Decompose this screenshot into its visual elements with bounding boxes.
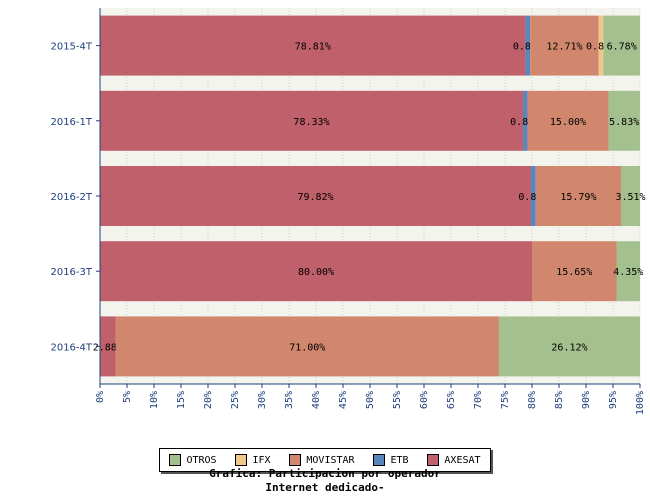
x-tick-label: 70% xyxy=(473,391,484,409)
x-tick-label: 25% xyxy=(230,391,241,409)
y-tick-label: 2016-1T xyxy=(50,117,92,128)
x-tick-label: 20% xyxy=(203,391,214,409)
chart-caption-line1: Grafica: Participacion por operador xyxy=(209,467,441,480)
bar-etb xyxy=(525,15,531,76)
legend-item: ETB xyxy=(373,454,409,466)
data-label: 0.88% xyxy=(518,192,548,203)
bar-movistar xyxy=(532,241,617,302)
legend-swatch xyxy=(289,454,302,466)
data-label: 78.33% xyxy=(293,117,329,128)
legend-item: AXESAT xyxy=(427,454,481,466)
x-tick-label: 10% xyxy=(149,391,160,409)
data-label: 71.00% xyxy=(289,342,325,353)
bar-movistar xyxy=(115,316,499,377)
x-tick-label: 65% xyxy=(446,391,457,409)
bar-axesat xyxy=(100,15,526,76)
chart-caption-line2: Internet dedicado- xyxy=(265,481,385,494)
x-tick-label: 60% xyxy=(419,391,430,409)
chart-legend: OTROS IFX MOVISTAR ETB AXESAT xyxy=(159,448,491,472)
data-label: 79.82% xyxy=(297,192,333,203)
x-tick-label: 75% xyxy=(500,391,511,409)
legend-swatch xyxy=(373,454,386,466)
bar-axesat xyxy=(100,241,532,302)
legend-swatch xyxy=(235,454,248,466)
bar-etb xyxy=(522,90,528,151)
bar-etb xyxy=(531,166,536,226)
data-label: 15.65% xyxy=(556,267,592,278)
x-tick-label: 80% xyxy=(527,391,538,409)
data-label: 15.79% xyxy=(560,192,596,203)
y-tick-label: 2016-3T xyxy=(50,267,92,278)
legend-label: MOVISTAR xyxy=(306,454,355,466)
x-tick-label: 90% xyxy=(581,391,592,409)
band xyxy=(100,158,640,166)
band xyxy=(100,226,640,234)
legend-item: MOVISTAR xyxy=(289,454,355,466)
x-tick-label: 30% xyxy=(257,391,268,409)
data-label: 4.35% xyxy=(613,267,643,278)
data-label: 5.83% xyxy=(609,117,639,128)
x-tick-label: 85% xyxy=(554,391,565,409)
band xyxy=(100,308,640,317)
data-label: 78.81% xyxy=(295,42,331,53)
bar-otros xyxy=(603,15,640,76)
y-tick-label: 2016-2T xyxy=(50,192,92,203)
band xyxy=(100,83,640,91)
bar-movistar xyxy=(527,90,609,151)
band xyxy=(100,150,640,159)
x-tick-label: 5% xyxy=(122,391,133,403)
x-tick-label: 50% xyxy=(365,391,376,409)
bar-movistar xyxy=(535,166,622,226)
x-tick-label: 45% xyxy=(338,391,349,409)
bar-axesat xyxy=(100,166,532,226)
bar-movistar xyxy=(530,15,599,76)
y-tick-label: 2015-4T xyxy=(50,42,92,53)
bar-ifx xyxy=(598,15,604,76)
legend-label: ETB xyxy=(390,454,409,466)
x-tick-label: 55% xyxy=(392,391,403,409)
x-tick-label: 35% xyxy=(284,391,295,409)
bar-otros xyxy=(616,241,640,302)
x-tick-label: 95% xyxy=(608,391,619,409)
x-tick-label: 40% xyxy=(311,391,322,409)
bar-otros xyxy=(498,316,640,377)
x-tick-label: 15% xyxy=(176,391,187,409)
data-label: 0.85% xyxy=(513,42,543,53)
data-label: 3.51% xyxy=(615,192,645,203)
legend-label: IFX xyxy=(252,454,271,466)
data-label: 80.00% xyxy=(298,267,334,278)
x-tick-label: 0% xyxy=(95,391,106,403)
legend-swatch xyxy=(169,454,182,466)
bar-otros xyxy=(621,166,640,226)
data-label: 6.78% xyxy=(607,42,637,53)
legend-item: OTROS xyxy=(169,454,217,466)
data-label: 15.00% xyxy=(550,117,586,128)
y-tick-label: 2016-4T xyxy=(50,342,92,353)
x-tick-label: 100% xyxy=(635,391,646,415)
data-label: 0.85% xyxy=(586,42,616,53)
band xyxy=(100,233,640,242)
legend-label: AXESAT xyxy=(444,454,481,466)
bar-otros xyxy=(608,90,640,151)
legend-label: OTROS xyxy=(186,454,217,466)
data-label: 12.71% xyxy=(546,42,582,53)
data-label: 26.12% xyxy=(551,342,587,353)
legend-item: IFX xyxy=(235,454,271,466)
legend-swatch xyxy=(427,454,440,466)
data-label: 2.88% xyxy=(93,342,123,353)
band xyxy=(100,75,640,84)
data-label: 0.83% xyxy=(510,117,540,128)
bar-axesat xyxy=(100,90,523,151)
bar-axesat xyxy=(100,316,116,377)
